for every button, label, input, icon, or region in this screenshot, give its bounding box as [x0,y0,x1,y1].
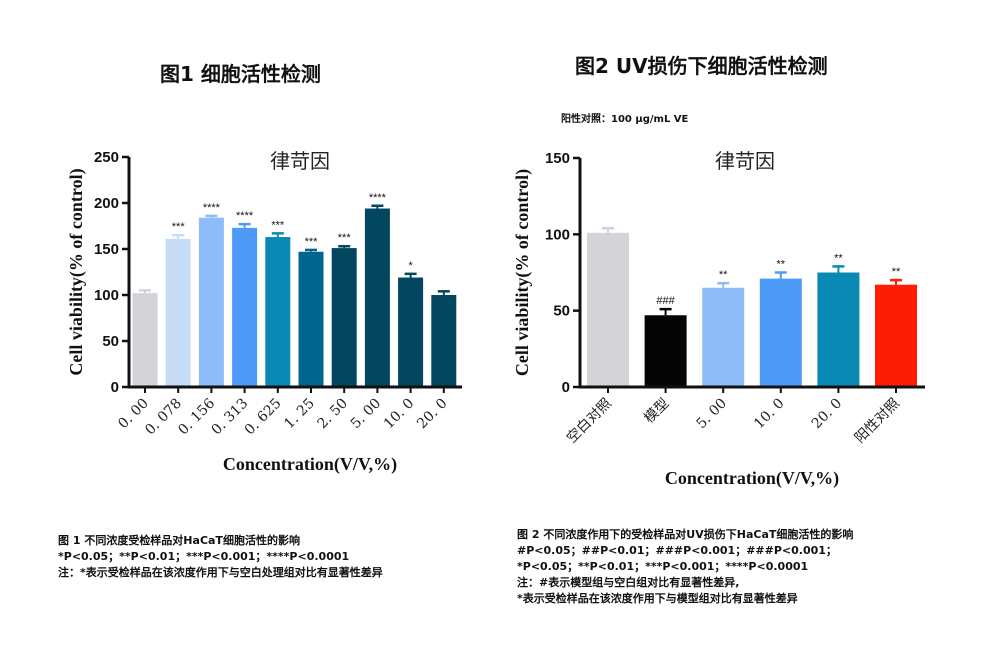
x-tick-label: 2. 50 [315,396,352,433]
bar [587,232,629,386]
bar [364,208,390,386]
y-tick-label: 250 [94,149,119,166]
bar [298,251,324,386]
x-tick-label: 20. 0 [414,396,451,433]
y-tick-label: 100 [545,226,570,243]
y-tick-label: 0 [562,379,570,396]
significance-label: *** [172,221,186,233]
bar [232,227,258,386]
significance-label: *** [305,236,319,248]
x-tick-label: 模型 [641,396,672,427]
x-tick-label: 0. 625 [242,396,285,439]
chart-subtitle: 律苛因 [270,149,330,173]
y-tick-label: 0 [111,379,119,396]
chart-subtitle: 律苛因 [715,149,775,173]
x-tick-label: 0. 078 [142,396,185,439]
bar [759,278,802,386]
x-tick-label: 10. 0 [751,396,788,433]
figure2-caption-line: #P<0.05；##P<0.01；###P<0.001；###P<0.001； [517,544,837,557]
figure2-caption-line: *表示受检样品在该浓度作用下与模型组对比有显著性差异 [517,592,798,605]
bar [431,295,457,386]
significance-label: ### [656,295,675,307]
figure1-caption: 图 1 不同浓度受检样品对HaCaT细胞活性的影响 *P<0.05；**P<0.… [58,533,383,581]
bar [644,315,687,386]
figure2-caption: 图 2 不同浓度作用下的受检样品对UV损伤下HaCaT细胞活性的影响 #P<0.… [517,527,853,607]
bar [702,287,745,386]
bar [132,293,158,386]
x-tick-label: 5. 00 [694,396,731,433]
figure2-caption-line: 注：#表示模型组与空白组对比有显著性差异, [517,576,740,589]
figure1-caption-line: 图 1 不同浓度受检样品对HaCaT细胞活性的影响 [58,534,300,547]
bar [198,217,224,386]
bar [875,284,917,386]
y-tick-label: 150 [94,241,119,258]
chart-2: 律苛因 0 50 100 150 Cell viability(% of control)… [512,149,925,489]
bar [817,272,860,386]
significance-label: *** [271,219,285,231]
bar [165,238,191,386]
y-tick-label: 150 [545,150,570,167]
x-tick-label: 20. 0 [809,396,846,433]
significance-label: ** [719,269,728,281]
significance-label: **** [203,202,221,214]
x-tick-label: 阳性对照 [852,396,903,447]
figure2-caption-line: *P<0.05；**P<0.01；***P<0.001；****P<0.0001 [517,560,809,573]
figure2-caption-line: 图 2 不同浓度作用下的受检样品对UV损伤下HaCaT细胞活性的影响 [517,528,854,541]
y-tick-label: 100 [94,287,119,304]
figure2-title: 图2 UV损伤下细胞活性检测 [575,54,828,78]
x-axis-title: Concentration(V/V,%) [665,468,839,489]
x-tick-label: 5. 00 [348,396,385,433]
significance-label: *** [338,232,352,244]
bar [398,277,424,386]
x-axis-title: Concentration(V/V,%) [223,454,397,475]
y-tick-label: 50 [102,333,119,350]
chart-1: 律苛因 0 50 100 150 200 250 Cell viability(% of co… [66,149,462,475]
significance-label: **** [369,192,387,204]
significance-label: * [408,260,413,272]
significance-label: ** [892,266,901,278]
bar [331,248,357,386]
x-tick-label: 0. 313 [209,396,252,439]
x-tick-label: 0. 156 [175,395,218,438]
x-tick-label: 1. 25 [281,396,318,433]
y-tick-label: 200 [94,195,119,212]
figure1-caption-line: 注：*表示受检样品在该浓度作用下与空白处理组对比有显著性差异 [58,566,383,579]
significance-label: ** [834,252,843,264]
bar [265,237,291,386]
x-tick-label: 空白对照 [564,396,615,447]
y-axis-title: Cell viability(% of control) [66,168,87,375]
figure1-caption-line: *P<0.05；**P<0.01；***P<0.001；****P<0.0001 [58,550,350,563]
positive-control-note: 阳性对照：100 μg/mL VE [561,114,689,125]
x-tick-label: 10. 0 [381,396,418,433]
y-axis-title: Cell viability(% of control) [512,169,533,376]
significance-label: **** [236,210,254,222]
y-tick-label: 50 [553,303,570,320]
figure1-title: 图1 细胞活性检测 [160,62,321,86]
significance-label: ** [777,259,786,271]
